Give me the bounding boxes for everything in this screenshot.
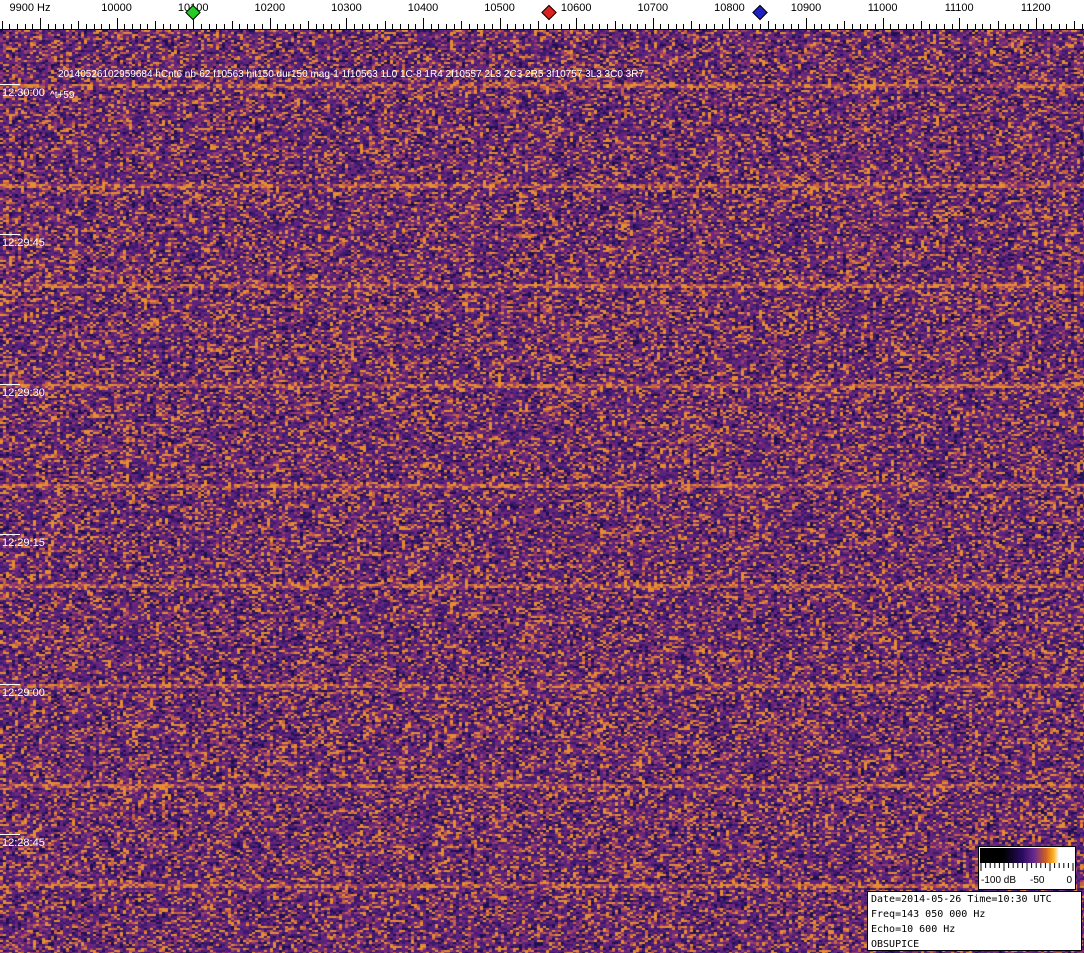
spectrogram-waterfall xyxy=(0,30,1084,953)
freq-tick-label: 9900 Hz xyxy=(9,2,51,14)
time-offset: ^t+59 xyxy=(50,90,75,101)
freq-tick-label: 10200 xyxy=(254,2,286,14)
colorbar-legend: -100 dB -50 0 xyxy=(978,846,1076,890)
time-tick xyxy=(0,834,20,835)
time-label: 12:30:00 xyxy=(2,87,45,99)
info-station: OBSUPICE xyxy=(871,939,920,950)
colorbar-label-max: 0 xyxy=(1066,875,1072,886)
time-tick xyxy=(0,384,20,385)
freq-tick-label: 10500 xyxy=(484,2,515,14)
freq-tick-label: 11200 xyxy=(1020,2,1051,14)
time-label: 12:29:30 xyxy=(2,387,45,399)
freq-tick-label: 10300 xyxy=(331,2,362,14)
freq-tick-label: 10900 xyxy=(790,2,822,14)
freq-tick-label: 11000 xyxy=(867,2,898,14)
info-freq: Freq=143 050 000 Hz xyxy=(871,909,986,920)
freq-tick-label: 10400 xyxy=(407,2,439,14)
time-tick xyxy=(0,534,20,535)
detection-header: 20140526102959684 hCnt6 nb-62 f10563 hit… xyxy=(58,69,645,80)
freq-tick-label: 10600 xyxy=(560,2,592,14)
time-tick xyxy=(0,84,20,85)
time-label: 12:29:45 xyxy=(2,237,45,249)
colorbar-label-min: -100 dB xyxy=(981,875,1017,886)
frequency-axis: 9900 Hz100001010010200103001040010500106… xyxy=(0,0,1084,30)
time-label: 12:29:00 xyxy=(2,687,45,699)
time-tick xyxy=(0,684,20,685)
info-date: Date=2014-05-26 Time=10:30 UTC xyxy=(871,894,1052,905)
freq-tick-label: 11100 xyxy=(944,2,974,14)
freq-tick-label: 10700 xyxy=(637,2,669,14)
time-label: 12:28:45 xyxy=(2,837,45,849)
colorbar-label-mid: -50 xyxy=(1030,875,1045,886)
time-tick xyxy=(0,234,20,235)
freq-tick-label: 10000 xyxy=(101,2,132,14)
time-label: 12:29:15 xyxy=(2,537,45,549)
info-echo: Echo=10 600 Hz xyxy=(871,924,956,935)
frequency-ticks xyxy=(0,18,1084,30)
colorbar-gradient xyxy=(980,848,1074,863)
freq-tick-label: 10800 xyxy=(714,2,745,14)
info-box: Date=2014-05-26 Time=10:30 UTC Freq=143 … xyxy=(867,891,1082,951)
colorbar-ticks xyxy=(980,863,1074,871)
